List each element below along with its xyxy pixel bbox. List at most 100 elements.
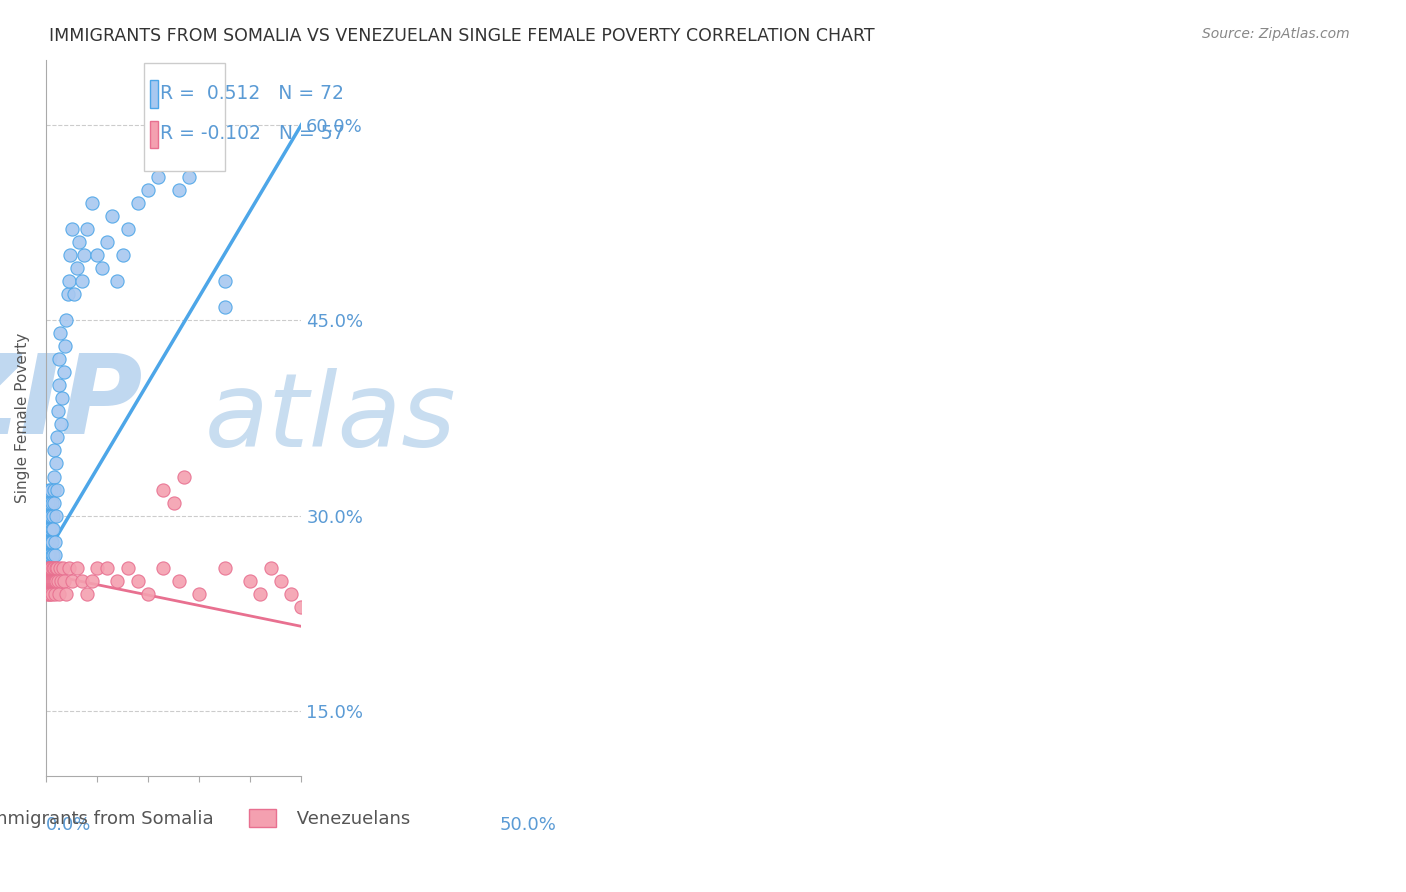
Point (38, 548, 60, 562)
Point (37, 560, 59, 574)
Point (70, 574, 93, 588)
Point (53, 574, 76, 588)
Point (42, 443, 65, 458)
Point (111, 248, 134, 262)
Point (136, 587, 159, 601)
Point (45, 457, 67, 471)
Point (70, 274, 93, 288)
Point (41, 587, 63, 601)
Point (39, 534, 62, 549)
Point (39, 560, 62, 574)
Point (45, 483, 67, 497)
Point (45, 508, 67, 523)
Point (37, 508, 59, 523)
Point (39, 560, 62, 574)
Point (127, 195, 149, 210)
Point (67, 235, 90, 249)
Point (38, 534, 60, 549)
FancyBboxPatch shape (150, 80, 157, 108)
Point (38, 587, 60, 601)
Point (214, 560, 236, 574)
Text: 50.0%: 50.0% (501, 815, 557, 834)
Point (290, 599, 312, 614)
Point (39, 574, 62, 588)
Point (117, 222, 139, 236)
Text: ZIP: ZIP (0, 350, 143, 457)
Point (239, 574, 262, 588)
Point (157, 157, 180, 171)
Point (86, 560, 108, 574)
Point (59, 248, 82, 262)
Point (152, 483, 174, 497)
Point (56, 287, 79, 301)
Point (44, 483, 66, 497)
Point (39, 548, 62, 562)
Point (49, 326, 72, 341)
Point (73, 248, 96, 262)
Text: R = -0.102   N = 57: R = -0.102 N = 57 (160, 124, 344, 143)
Point (58, 560, 80, 574)
Point (188, 587, 211, 601)
Point (136, 183, 159, 197)
Point (65, 261, 87, 276)
Point (44, 560, 66, 574)
Point (39, 560, 62, 574)
Point (80, 195, 103, 210)
Point (42, 574, 65, 588)
Point (37, 548, 59, 562)
Point (214, 274, 236, 288)
Point (42, 469, 65, 483)
Point (38, 522, 60, 536)
Point (188, 157, 211, 171)
Y-axis label: Single Female Poverty: Single Female Poverty (15, 333, 30, 503)
Point (76, 587, 98, 601)
Point (127, 574, 149, 588)
Point (107, 274, 129, 288)
Point (44, 495, 66, 509)
Point (76, 222, 98, 236)
Point (52, 365, 75, 379)
Point (280, 587, 302, 601)
Point (35, 574, 58, 588)
Point (35, 560, 58, 574)
Text: 0.0%: 0.0% (46, 815, 91, 834)
Point (48, 587, 70, 601)
Point (37, 495, 59, 509)
Point (55, 587, 77, 601)
Text: R =  0.512   N = 72: R = 0.512 N = 72 (160, 84, 344, 103)
Point (44, 534, 66, 549)
Point (45, 574, 67, 588)
Point (51, 574, 73, 588)
Point (39, 534, 62, 549)
Point (48, 352, 70, 367)
Point (46, 560, 69, 574)
Point (39, 574, 62, 588)
Point (173, 469, 195, 483)
Point (270, 574, 292, 588)
Point (51, 417, 73, 432)
Text: Source: ZipAtlas.com: Source: ZipAtlas.com (1202, 27, 1350, 41)
Point (86, 248, 108, 262)
Text: IMMIGRANTS FROM SOMALIA VS VENEZUELAN SINGLE FEMALE POVERTY CORRELATION CHART: IMMIGRANTS FROM SOMALIA VS VENEZUELAN SI… (49, 27, 875, 45)
Point (38, 574, 60, 588)
Point (177, 169, 200, 184)
Point (117, 560, 139, 574)
Point (39, 574, 62, 588)
Point (55, 339, 77, 353)
Point (163, 495, 186, 509)
Point (39, 483, 62, 497)
FancyBboxPatch shape (145, 63, 225, 170)
Point (167, 574, 190, 588)
Point (37, 534, 59, 549)
Point (148, 169, 170, 184)
Point (44, 574, 66, 588)
Point (38, 495, 60, 509)
Text: atlas: atlas (204, 368, 456, 468)
Point (41, 534, 63, 549)
Point (46, 404, 69, 418)
Point (41, 560, 63, 574)
Point (91, 261, 114, 276)
Point (41, 522, 63, 536)
Point (107, 574, 129, 588)
Point (46, 574, 69, 588)
